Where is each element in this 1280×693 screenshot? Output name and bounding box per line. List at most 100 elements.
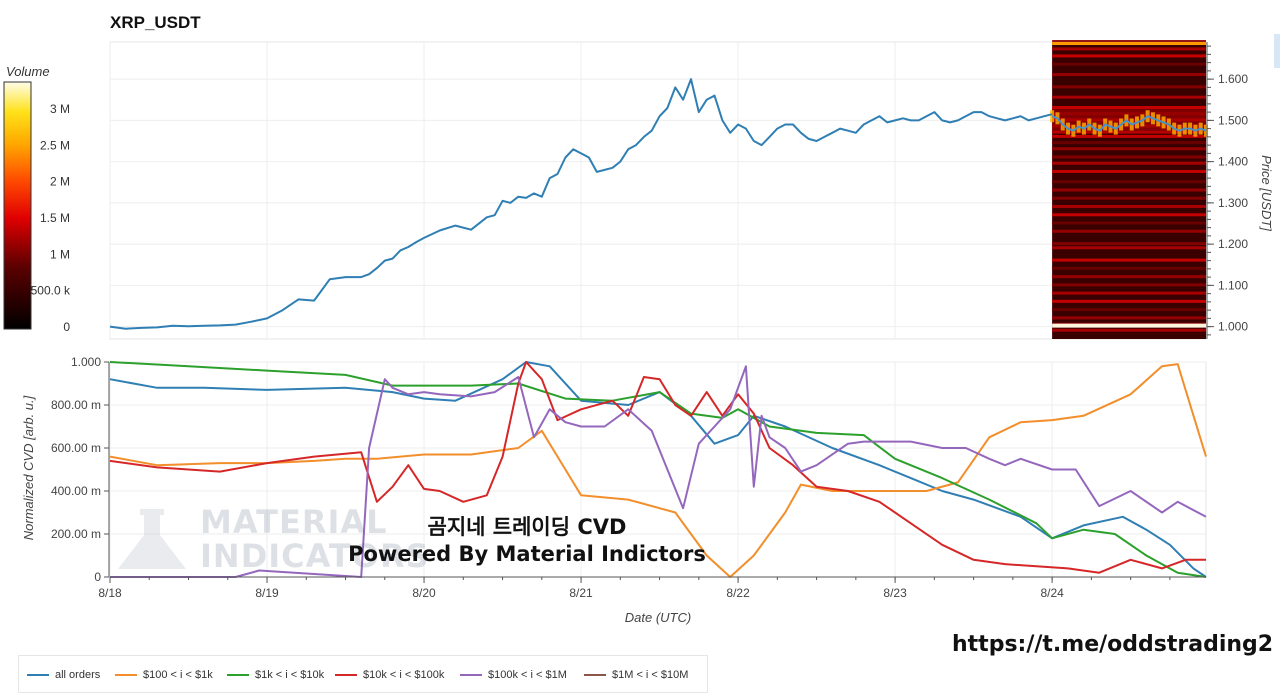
- legend-swatch: [460, 674, 482, 676]
- price-series: [109, 78, 1053, 330]
- price-tick-label: 1.300: [1218, 196, 1248, 210]
- cvd-x-axis: 8/18 8/19 8/20 8/21 8/22 8/23 8/24: [98, 576, 1206, 600]
- heatmap-band: [1052, 155, 1206, 159]
- cvd-y-tick-label: 1.000: [71, 355, 101, 369]
- heatmap-band: [1052, 242, 1206, 246]
- price-tick-label: 1.000: [1218, 320, 1248, 334]
- legend-swatch: [27, 674, 49, 676]
- heatmap-band: [1052, 266, 1206, 270]
- heatmap-band: [1052, 161, 1206, 165]
- colorbar-tick-label: 500.0 k: [31, 284, 71, 298]
- legend-label: all orders: [55, 669, 101, 681]
- right-edge-button[interactable]: [1274, 34, 1280, 68]
- watermark-text: MATERIAL INDICATORS: [200, 505, 430, 573]
- heatmap-band: [1052, 73, 1206, 76]
- orderbook-heatmap: [1050, 40, 1208, 339]
- heatmap-band: [1052, 47, 1206, 51]
- colorbar-tick-label: 1 M: [50, 247, 70, 261]
- cvd-y-tick-label: 0: [94, 570, 101, 584]
- telegram-link[interactable]: https://t.me/oddstrading2: [952, 632, 1274, 657]
- cvd-line--10k-i-100k: [109, 361, 1206, 574]
- cvd-series: [109, 361, 1207, 578]
- flask-watermark-icon: [118, 509, 186, 569]
- cvd-x-tick-label: 8/18: [98, 586, 122, 600]
- legend-item[interactable]: $1M < i < $10M: [584, 669, 688, 681]
- heatmap-band: [1052, 106, 1206, 109]
- legend-label: $1k < i < $10k: [255, 669, 325, 681]
- legend-item[interactable]: $1k < i < $10k: [227, 669, 324, 681]
- heatmap-band: [1052, 196, 1206, 200]
- cvd-plot-area: [109, 361, 1207, 578]
- cvd-y-tick-label: 800.00 m: [51, 398, 101, 412]
- price-line: [109, 78, 1053, 330]
- overlay-subtitle: Powered By Material Indictors: [348, 542, 706, 566]
- legend-swatch: [227, 674, 249, 676]
- cvd-line--100k-i-1m: [110, 365, 1207, 578]
- heatmap-band: [1052, 62, 1206, 66]
- cvd-y-tick-label: 200.00 m: [51, 527, 101, 541]
- price-plot-area: [109, 41, 1207, 340]
- heatmap-band: [1052, 54, 1206, 58]
- cvd-y-axis: 0 200.00 m 400.00 m 600.00 m 800.00 m 1.000: [51, 355, 110, 584]
- legend-item[interactable]: $10k < i < $100k: [335, 669, 444, 681]
- heatmap-band: [1052, 205, 1206, 208]
- heatmap-price-overlay: [1051, 115, 1207, 132]
- price-axis-label: Price [USDT]: [1259, 155, 1274, 231]
- heatmap-band: [1052, 275, 1206, 279]
- heatmap-band: [1052, 299, 1206, 303]
- heatmap-band: [1052, 229, 1206, 233]
- legend-label: $1M < i < $10M: [612, 669, 689, 681]
- colorbar-label: Volume: [6, 64, 50, 79]
- legend-item[interactable]: $100 < i < $1k: [115, 669, 213, 681]
- heatmap-band: [1052, 141, 1206, 145]
- heatmap-bright-level: [1052, 323, 1206, 328]
- cvd-x-tick-label: 8/21: [569, 586, 593, 600]
- chart-title: XRP_USDT: [110, 13, 201, 32]
- heatmap-top-level: [1052, 42, 1206, 45]
- heatmap-band: [1052, 188, 1206, 192]
- price-panel: 1.000 1.100 1.200 1.300 1.400 1.500 1.600 Pric…: [109, 34, 1280, 340]
- heatmap-band: [1052, 180, 1206, 184]
- heatmap-band: [1052, 283, 1206, 287]
- price-tick-label: 1.100: [1218, 278, 1248, 292]
- colorbar-tick-label: 1.5 M: [40, 211, 70, 225]
- price-tick-label: 1.400: [1218, 155, 1248, 169]
- price-tick-label: 1.600: [1218, 72, 1248, 86]
- cvd-y-tick-label: 600.00 m: [51, 441, 101, 455]
- cvd-line--100-i-1k: [109, 363, 1207, 578]
- price-tick-label: 1.500: [1218, 113, 1248, 127]
- heatmap-band: [1052, 328, 1206, 332]
- cvd-x-tick-label: 8/19: [255, 586, 279, 600]
- legend-swatch: [584, 674, 606, 676]
- heatmap-band: [1052, 169, 1206, 173]
- cvd-panel: 0 200.00 m 400.00 m 600.00 m 800.00 m 1.000 8…: [21, 355, 1207, 625]
- price-axis: 1.000 1.100 1.200 1.300 1.400 1.500 1.600: [1206, 42, 1248, 339]
- cvd-x-tick-label: 8/24: [1040, 586, 1064, 600]
- cvd-y-axis-label: Normalized CVD [arb. u.]: [21, 395, 36, 540]
- watermark-line-1: MATERIAL: [200, 503, 388, 541]
- colorbar-tick-label: 3 M: [50, 102, 70, 116]
- heatmap-band: [1052, 291, 1206, 295]
- heatmap-band: [1052, 308, 1206, 312]
- cvd-x-axis-label: Date (UTC): [625, 610, 691, 625]
- legend-label: $10k < i < $100k: [363, 669, 445, 681]
- heatmap-band: [1052, 95, 1206, 99]
- cvd-line--1k-i-10k: [109, 361, 1207, 578]
- cvd-legend: all orders $100 < i < $1k $1k < i < $10k $1…: [18, 655, 708, 693]
- legend-swatch: [335, 674, 357, 676]
- heatmap-band: [1052, 316, 1206, 320]
- cvd-x-tick-label: 8/23: [883, 586, 907, 600]
- colorbar-gradient: [3, 81, 32, 330]
- heatmap-band: [1052, 213, 1206, 217]
- heatmap-band: [1052, 246, 1206, 250]
- legend-item[interactable]: all orders: [27, 669, 100, 681]
- legend-label: $100 < i < $1k: [143, 669, 213, 681]
- colorbar-tick-label: 2 M: [50, 175, 70, 189]
- legend-item[interactable]: $100k < i < $1M: [460, 669, 567, 681]
- cvd-line-all-orders: [109, 361, 1207, 578]
- heatmap-band: [1052, 85, 1206, 89]
- watermark-line-2: INDICATORS: [200, 537, 430, 575]
- cvd-x-tick-label: 8/20: [412, 586, 436, 600]
- volume-colorbar: Volume 3 M 2.5 M 2 M 1.5 M 1 M 500.0 k 0: [3, 64, 71, 334]
